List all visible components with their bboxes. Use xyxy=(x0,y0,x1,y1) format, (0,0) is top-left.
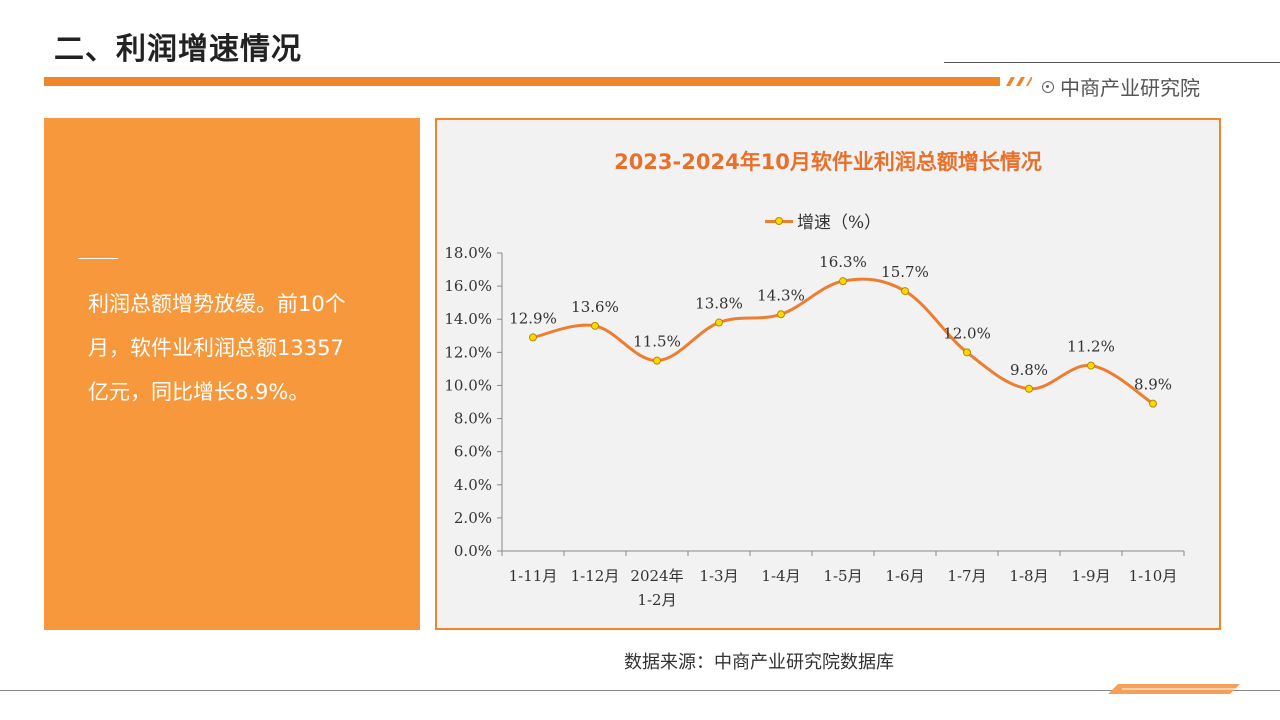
data-point xyxy=(1025,384,1033,393)
footer-stripes-decoration xyxy=(1108,684,1240,694)
chart-legend: 增速（%） xyxy=(765,208,881,233)
x-tick-label: 1-6月 xyxy=(885,567,924,585)
x-tick-label: 1-4月 xyxy=(761,567,800,585)
x-tick-label: 1-5月 xyxy=(823,567,862,585)
summary-text: 利润总额增势放缓。前10个月，软件业利润总额13357亿元，同比增长8.9%。 xyxy=(88,292,346,404)
summary-panel: 利润总额增势放缓。前10个月，软件业利润总额13357亿元，同比增长8.9%。 xyxy=(44,118,420,630)
data-point xyxy=(963,348,971,357)
y-tick-label: 4.0% xyxy=(454,476,492,494)
data-point xyxy=(715,318,723,327)
data-point xyxy=(591,321,599,330)
data-label: 16.3% xyxy=(819,253,867,271)
chart-container: 2023-2024年10月软件业利润总额增长情况 增速（%） 0.0% 2.0% 4… xyxy=(435,118,1221,630)
data-source: 数据来源：中商产业研究院数据库 xyxy=(624,652,894,673)
legend-label: 增速（%） xyxy=(797,213,882,233)
x-tick-label: 1-8月 xyxy=(1009,567,1048,585)
brand-logo: 中商产业研究院 xyxy=(1042,72,1200,101)
data-label: 12.9% xyxy=(509,309,557,327)
x-tick-label: 2024年 xyxy=(630,567,683,585)
data-label: 13.6% xyxy=(571,298,619,316)
series-line xyxy=(532,277,1154,405)
x-tick-label: 1-11月 xyxy=(509,567,558,585)
x-tick-label: 1-9月 xyxy=(1071,567,1110,585)
y-tick-label: 10.0% xyxy=(444,376,492,394)
data-point xyxy=(839,277,847,286)
summary-divider xyxy=(78,258,118,259)
chart-title: 2023-2024年10月软件业利润总额增长情况 xyxy=(614,150,1042,174)
line-chart: 0.0% 2.0% 4.0% 6.0% 8.0% 10.0% 12.0% 14.0% 16.0%… xyxy=(444,244,1185,609)
y-tick-label: 0.0% xyxy=(454,542,492,560)
x-tick-label: 1-3月 xyxy=(699,567,738,585)
y-tick-label: 6.0% xyxy=(454,443,492,461)
stripes-decoration xyxy=(1006,77,1032,86)
y-tick-label: 8.0% xyxy=(454,410,492,428)
data-label: 12.0% xyxy=(943,324,991,342)
x-tick-label: 1-10月 xyxy=(1129,567,1178,585)
footer-line xyxy=(0,690,1280,691)
data-label: 8.9% xyxy=(1134,376,1172,394)
page-title: 二、利润增速情况 xyxy=(54,32,302,67)
x-tick-label: 1-12月 xyxy=(571,567,620,585)
data-label: 13.8% xyxy=(695,295,743,313)
data-point xyxy=(901,287,909,296)
data-label: 11.5% xyxy=(633,333,681,351)
x-tick-label: 1-7月 xyxy=(947,567,986,585)
title-underline-bar xyxy=(44,77,1000,86)
x-tick-label: 1-2月 xyxy=(637,591,676,609)
data-point xyxy=(777,310,785,319)
data-point xyxy=(653,356,661,365)
header-divider-line xyxy=(944,62,1280,63)
data-label: 14.3% xyxy=(757,286,805,304)
y-tick-label: 18.0% xyxy=(444,244,492,262)
brand-name: 中商产业研究院 xyxy=(1060,76,1200,100)
y-tick-label: 12.0% xyxy=(444,343,492,361)
data-label: 11.2% xyxy=(1067,338,1115,356)
brand-icon xyxy=(1042,80,1054,93)
data-point xyxy=(1149,399,1157,408)
data-label: 15.7% xyxy=(881,263,929,281)
y-tick-label: 2.0% xyxy=(454,509,492,527)
legend-line-swatch xyxy=(765,215,793,227)
y-tick-label: 14.0% xyxy=(444,310,492,328)
data-point xyxy=(529,333,537,342)
data-point xyxy=(1087,361,1095,370)
y-tick-label: 16.0% xyxy=(444,277,492,295)
data-label: 9.8% xyxy=(1010,361,1048,379)
